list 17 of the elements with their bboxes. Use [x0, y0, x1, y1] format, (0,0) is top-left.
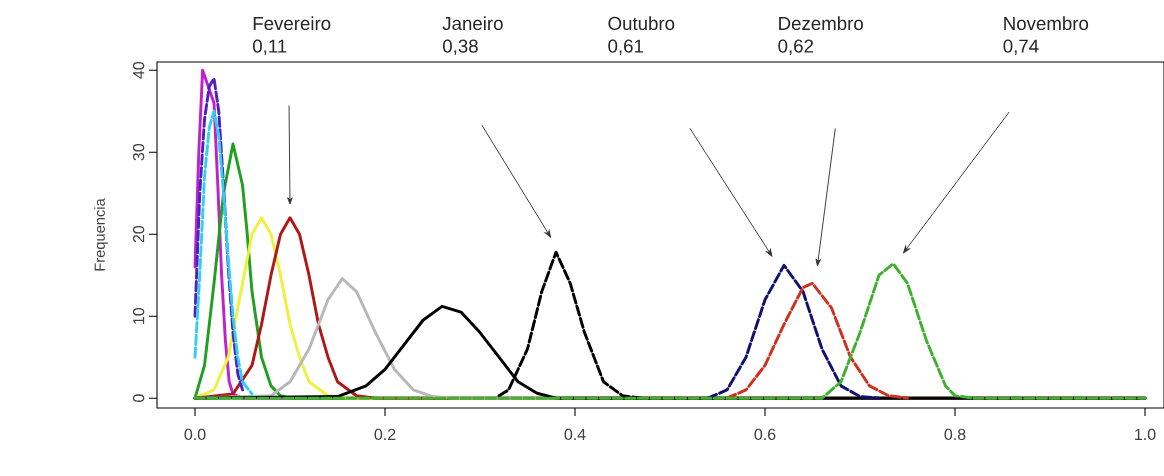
x-tick-label: 0.0	[184, 428, 206, 441]
x-tick-label: 0.6	[754, 428, 776, 441]
text: Janeiro 0,38	[442, 16, 503, 55]
y-tick-label: 30	[132, 143, 145, 161]
text: Fevereiro 0,11	[253, 16, 331, 55]
text: Outubro 0,61	[608, 16, 675, 55]
x-tick-label: 0.8	[944, 428, 966, 441]
x-tick-label: 0.4	[564, 428, 586, 441]
y-axis-title: Frequencia	[94, 198, 108, 271]
text: Novembro 0,74	[1003, 16, 1089, 55]
text: Dezembro 0,62	[778, 16, 863, 55]
y-tick-label: 0	[132, 394, 145, 402]
y-tick-label: 40	[132, 61, 145, 79]
x-tick-label: 0.2	[374, 428, 396, 441]
x-tick-label: 1.0	[1135, 428, 1156, 441]
y-tick-label: 20	[132, 225, 145, 243]
y-tick-label: 10	[132, 307, 145, 324]
